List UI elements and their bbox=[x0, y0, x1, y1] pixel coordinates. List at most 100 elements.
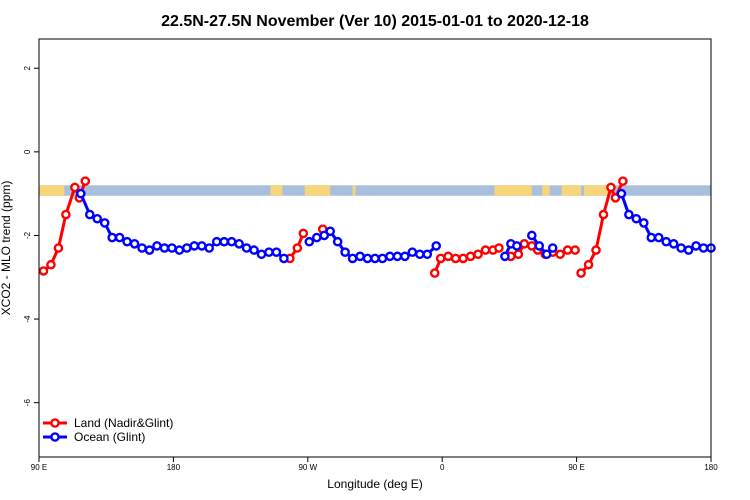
data-point bbox=[219, 236, 229, 247]
legend-label: Ocean (Glint) bbox=[74, 430, 145, 444]
data-point bbox=[414, 249, 425, 260]
x-tick-label: 90 W bbox=[298, 463, 317, 472]
x-tick-label: 90 E bbox=[31, 463, 47, 472]
data-point bbox=[653, 232, 664, 243]
y-tick-label: -4 bbox=[23, 315, 32, 323]
data-point bbox=[311, 232, 322, 243]
data-point bbox=[512, 241, 522, 251]
data-point bbox=[80, 176, 91, 186]
data-point bbox=[616, 188, 627, 199]
data-point bbox=[534, 241, 545, 251]
data-point bbox=[204, 243, 215, 253]
data-point bbox=[500, 251, 510, 262]
data-point bbox=[407, 247, 418, 257]
data-point bbox=[362, 253, 373, 264]
data-point bbox=[422, 249, 433, 260]
x-axis-label: Longitude (deg E) bbox=[327, 477, 422, 491]
data-point bbox=[256, 249, 267, 260]
data-point bbox=[631, 213, 642, 224]
land-band-segment bbox=[494, 185, 532, 196]
data-point bbox=[347, 253, 358, 264]
data-point bbox=[226, 236, 237, 247]
data-point bbox=[92, 213, 103, 224]
data-point bbox=[298, 228, 309, 239]
data-point bbox=[494, 243, 504, 253]
data-point bbox=[473, 249, 483, 260]
chart-title: 22.5N-27.5N November (Ver 10) 2015-01-01… bbox=[161, 13, 589, 30]
data-point bbox=[555, 249, 565, 260]
y-tick-label: 0 bbox=[23, 149, 32, 154]
y-tick-label: -2 bbox=[23, 231, 32, 239]
legend-swatch-marker bbox=[50, 432, 60, 442]
ocean-band bbox=[39, 185, 711, 196]
y-axis-label: XCO2 - MLO trend (ppm) bbox=[0, 181, 13, 316]
land-band-segment bbox=[270, 185, 283, 196]
data-point bbox=[107, 232, 117, 243]
y-tick-label: -6 bbox=[23, 399, 32, 407]
data-point bbox=[249, 245, 259, 255]
data-point bbox=[598, 209, 609, 220]
land-band-segment bbox=[304, 185, 331, 196]
data-point bbox=[527, 230, 537, 241]
data-point bbox=[84, 209, 95, 220]
data-point bbox=[450, 253, 461, 264]
data-point bbox=[61, 209, 71, 220]
data-point bbox=[196, 241, 207, 251]
data-point bbox=[319, 230, 330, 241]
data-point bbox=[377, 253, 388, 264]
y-tick-label: 2 bbox=[23, 65, 32, 70]
data-point bbox=[429, 268, 440, 278]
data-point bbox=[264, 247, 274, 257]
legend-swatch-marker bbox=[50, 418, 60, 428]
data-point bbox=[610, 193, 621, 203]
data-point bbox=[137, 243, 147, 253]
data-point bbox=[570, 245, 580, 255]
legend-label: Land (Nadir&Glint) bbox=[74, 416, 173, 430]
data-point bbox=[576, 268, 586, 278]
data-point bbox=[691, 241, 701, 251]
data-point bbox=[392, 251, 403, 262]
data-point bbox=[443, 251, 453, 262]
data-point bbox=[53, 243, 64, 253]
data-point bbox=[340, 247, 350, 257]
data-point bbox=[646, 232, 657, 243]
data-point bbox=[519, 239, 530, 249]
data-point bbox=[292, 243, 303, 253]
data-point bbox=[683, 245, 694, 255]
data-point bbox=[606, 182, 616, 193]
data-point bbox=[513, 249, 524, 260]
series-layer bbox=[38, 176, 716, 278]
data-point bbox=[591, 245, 601, 255]
data-point bbox=[271, 247, 282, 257]
data-point bbox=[182, 243, 192, 253]
land-band-segment bbox=[39, 185, 65, 196]
land-band-segment bbox=[584, 185, 614, 196]
data-point bbox=[431, 241, 442, 251]
data-point bbox=[167, 243, 177, 253]
data-point bbox=[152, 241, 162, 251]
series-ocean bbox=[76, 188, 716, 264]
data-point bbox=[122, 236, 132, 247]
data-point bbox=[547, 243, 558, 253]
data-point bbox=[144, 245, 155, 255]
data-point bbox=[400, 251, 410, 262]
data-point bbox=[385, 251, 395, 262]
x-tick-label: 180 bbox=[167, 463, 181, 472]
data-point bbox=[639, 218, 649, 228]
land-band-segment bbox=[352, 185, 356, 196]
data-point bbox=[38, 266, 49, 276]
x-tick-label: 0 bbox=[440, 463, 445, 472]
legend: Land (Nadir&Glint)Ocean (Glint) bbox=[43, 416, 173, 444]
data-point bbox=[676, 243, 686, 253]
data-point bbox=[189, 241, 200, 251]
land-band-segment bbox=[561, 185, 582, 196]
data-point bbox=[70, 182, 80, 193]
data-point bbox=[159, 243, 170, 253]
data-point bbox=[99, 218, 110, 228]
x-tick-label: 90 E bbox=[568, 463, 584, 472]
data-point bbox=[304, 236, 315, 247]
data-point bbox=[480, 245, 491, 255]
axes: 90 E 180 90 W 0 90 E 180 2 0 -2 -4 -6 bbox=[23, 65, 718, 472]
data-point bbox=[241, 243, 252, 253]
